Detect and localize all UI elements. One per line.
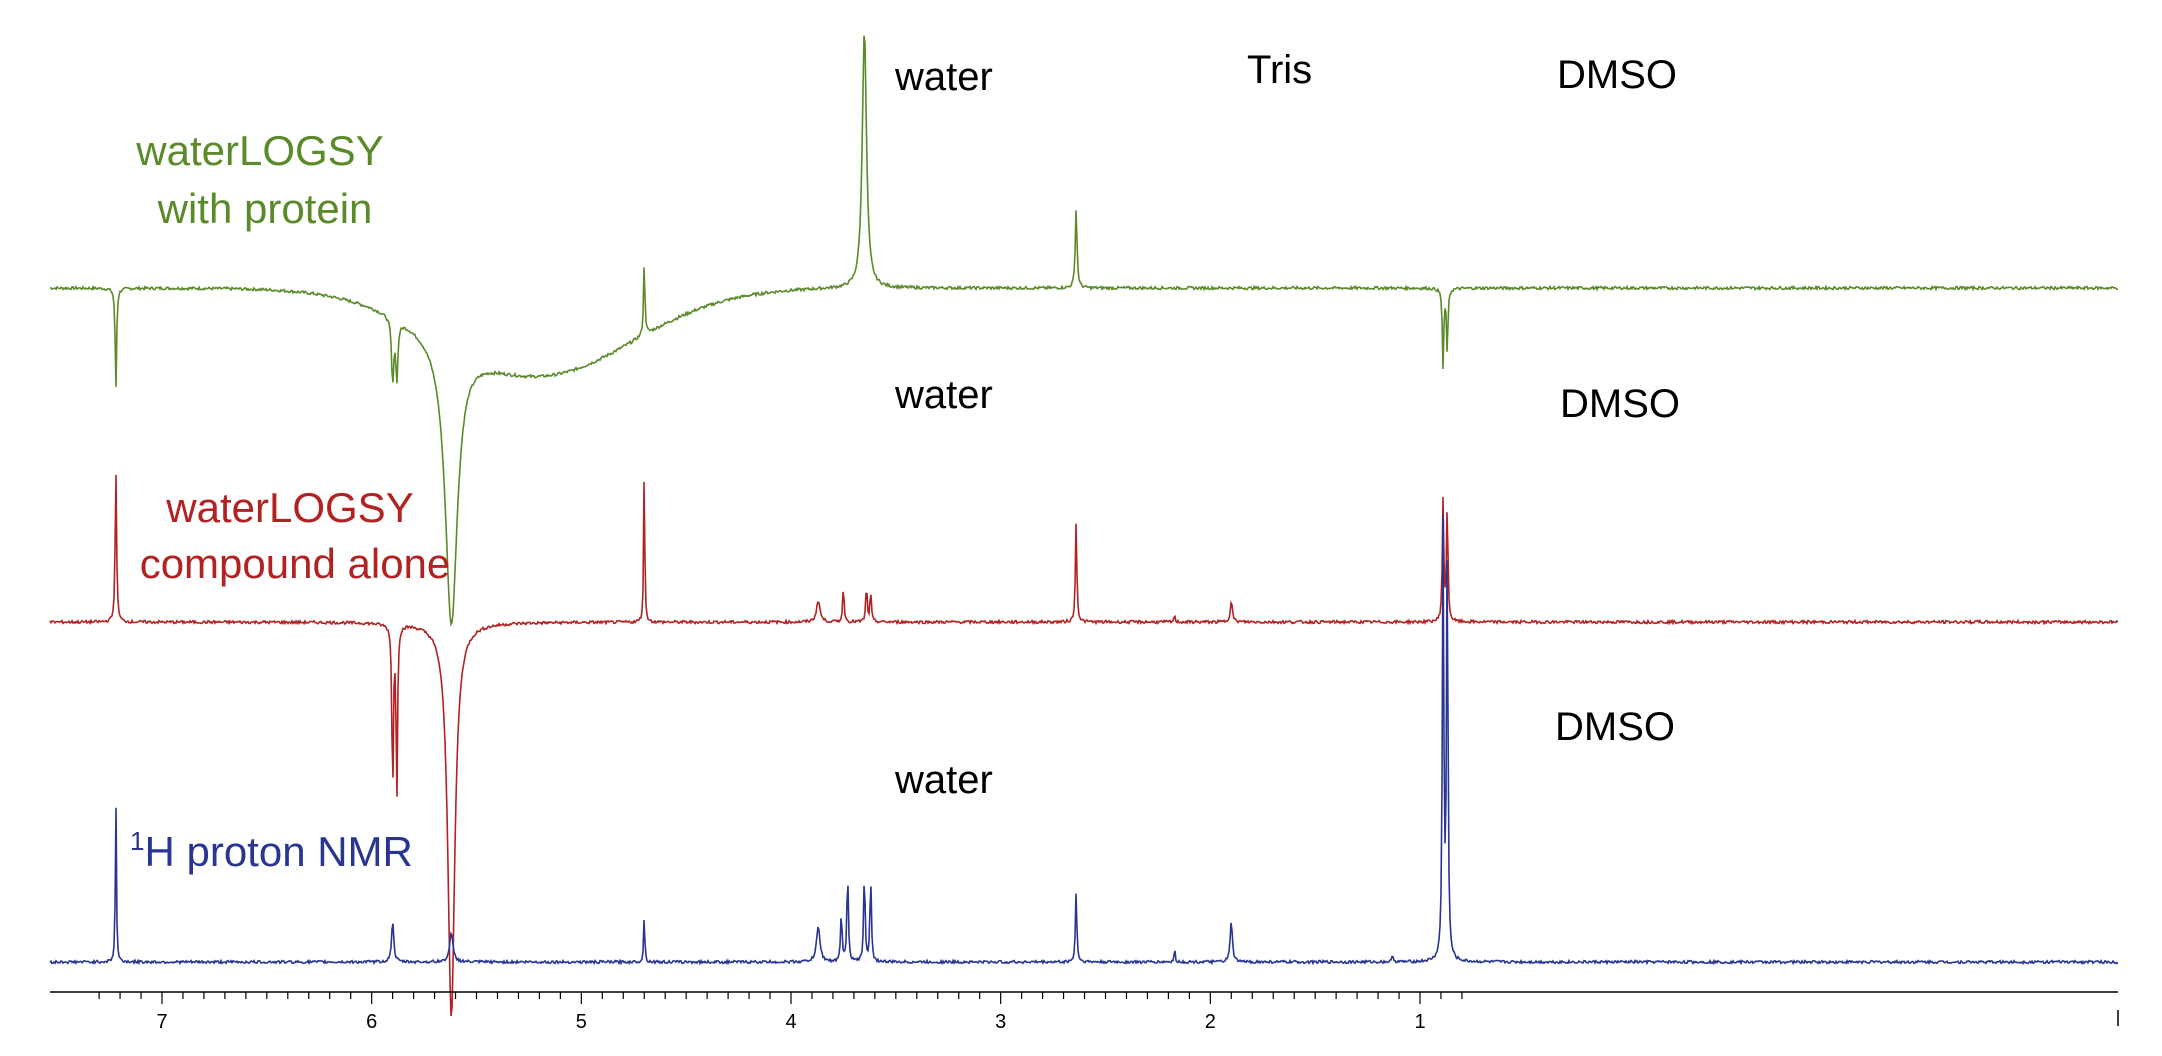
annotation-water-middle: water (894, 373, 993, 417)
ppm-axis: 7 6 5 4 3 2 1 (50, 991, 2119, 1033)
annotation-dmso-middle: DMSO (1560, 382, 1680, 426)
annotation-tris: Tris (1247, 48, 1312, 92)
series-label-proton-nmr: 1H proton NMR (130, 826, 413, 875)
x-tick-label: 1 (1414, 1011, 1425, 1033)
x-tick-label: 4 (785, 1011, 796, 1033)
spectrum-line-proton-nmr (49, 514, 2119, 966)
spectrum-line-logsy-alone (49, 474, 2119, 1017)
x-tick-label: 2 (1205, 1011, 1216, 1033)
series-label-logsy-alone-line1: waterLOGSY (165, 484, 413, 531)
x-tick-label: 5 (576, 1011, 587, 1033)
series-label-logsy-protein-line2: with protein (157, 185, 373, 232)
x-tick-label: 7 (156, 1011, 167, 1033)
spectra-traces (49, 35, 2119, 1017)
series-label-proton-nmr-superscript: 1 (130, 826, 144, 856)
x-tick-label: 6 (366, 1011, 377, 1033)
annotation-dmso-bottom: DMSO (1555, 705, 1675, 749)
annotation-water-top: water (894, 55, 993, 99)
series-label-logsy-protein-line1: waterLOGSY (135, 127, 383, 174)
spectrum-line-logsy-protein (49, 35, 2119, 627)
annotation-dmso-top: DMSO (1557, 53, 1677, 97)
series-label-proton-nmr-text: H proton NMR (144, 828, 412, 875)
series-label-logsy-alone-line2: compound alone (140, 540, 451, 587)
x-tick-label: 3 (995, 1011, 1006, 1033)
annotation-water-bottom: water (894, 758, 993, 802)
